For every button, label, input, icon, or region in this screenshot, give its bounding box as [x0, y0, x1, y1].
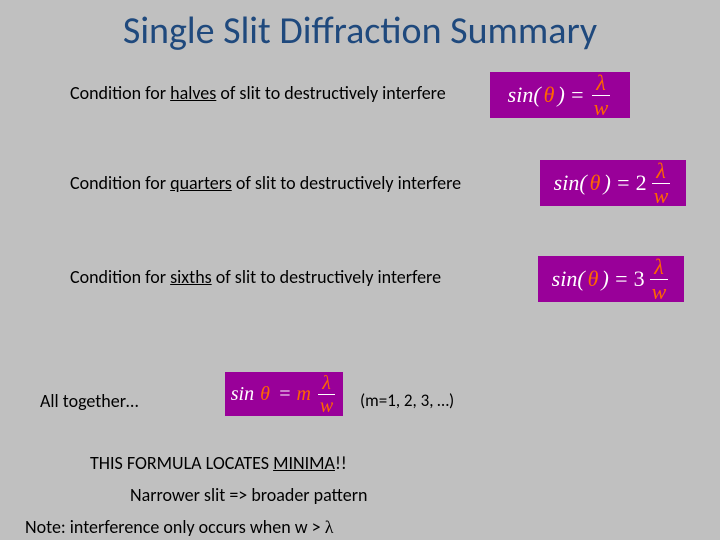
all-together-label: All together… — [40, 390, 138, 412]
condition-row-2: Condition for quarters of slit to destru… — [70, 172, 461, 194]
formula-quarters: sin() = 2 w — [540, 160, 686, 206]
page-title: Single Slit Diffraction Summary — [0, 0, 720, 54]
formula-general: sin = m w — [225, 372, 343, 416]
condition-text-1: Condition for halves of slit to destruct… — [70, 82, 446, 104]
formula-sixths: sin() = 3 w — [538, 256, 684, 302]
condition-row-3: Condition for sixths of slit to destruct… — [70, 266, 441, 288]
condition-text-2: Condition for quarters of slit to destru… — [70, 172, 461, 194]
m-values: (m=1, 2, 3, …) — [360, 390, 454, 411]
formula-halves: sin() = w — [490, 72, 630, 118]
condition-text-3: Condition for sixths of slit to destruct… — [70, 266, 441, 288]
interference-note: Note: interference only occurs when w > — [25, 516, 333, 538]
narrow-slit-note: Narrower slit => broader pattern — [130, 484, 367, 506]
condition-row-1: Condition for halves of slit to destruct… — [70, 82, 446, 104]
minima-note: THIS FORMULA LOCATES MINIMA!! — [90, 452, 347, 474]
